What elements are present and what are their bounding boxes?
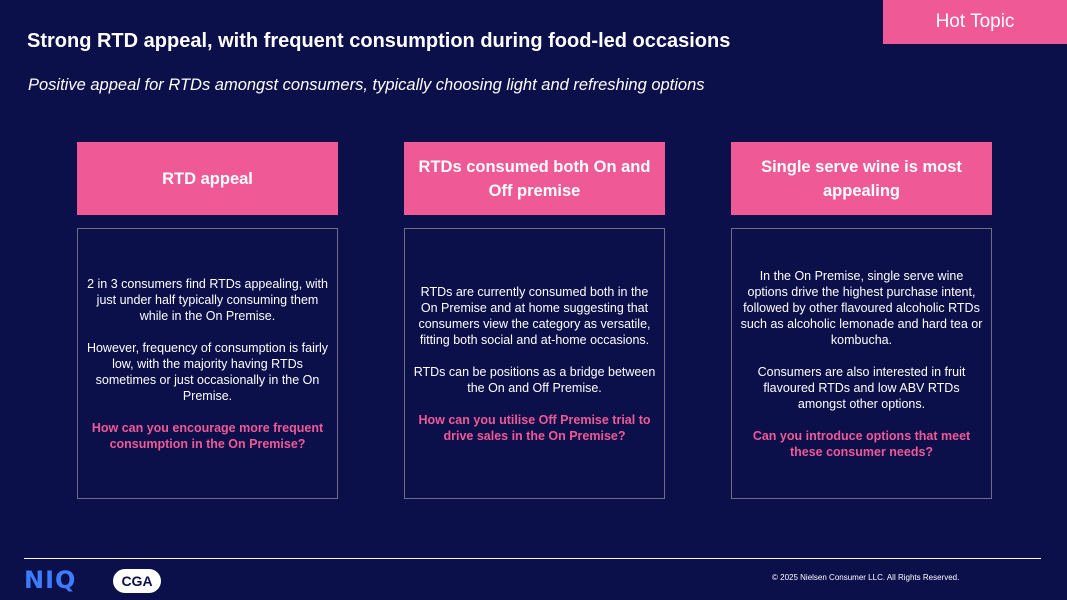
column-body-rtd-appeal: 2 in 3 consumers find RTDs appealing, wi… <box>77 228 338 499</box>
column-paragraph: RTDs are currently consumed both in the … <box>418 284 651 347</box>
niq-logo: NIQ <box>24 566 77 594</box>
column-paragraph: Consumers are also interested in fruit f… <box>757 364 966 411</box>
hot-topic-tag: Hot Topic <box>883 0 1067 44</box>
column-paragraph: In the On Premise, single serve wine opt… <box>740 268 983 347</box>
column-paragraph: However, frequency of consumption is fai… <box>86 340 329 403</box>
column-question: How can you utilise Off Premise trial to… <box>418 412 651 443</box>
column-question: How can you encourage more frequent cons… <box>91 420 324 451</box>
column-body-single-serve-wine: In the On Premise, single serve wine opt… <box>731 228 992 499</box>
column-paragraph: RTDs can be positions as a bridge betwee… <box>413 364 656 395</box>
footer-divider <box>24 558 1041 559</box>
column-header-rtd-appeal: RTD appeal <box>77 142 338 215</box>
slide-title: Strong RTD appeal, with frequent consump… <box>27 30 731 52</box>
slide-subtitle: Positive appeal for RTDs amongst consume… <box>28 76 705 94</box>
column-body-consumed-on-off: RTDs are currently consumed both in the … <box>404 228 665 499</box>
copyright-text: © 2025 Nielsen Consumer LLC. All Rights … <box>772 573 960 582</box>
cga-logo: CGA <box>113 569 161 593</box>
column-header-consumed-on-off: RTDs consumed both On and Off premise <box>404 142 665 215</box>
column-question: Can you introduce options that meet thes… <box>752 428 971 459</box>
column-paragraph: 2 in 3 consumers find RTDs appealing, wi… <box>87 276 328 323</box>
column-header-single-serve-wine: Single serve wine is most appealing <box>731 142 992 215</box>
